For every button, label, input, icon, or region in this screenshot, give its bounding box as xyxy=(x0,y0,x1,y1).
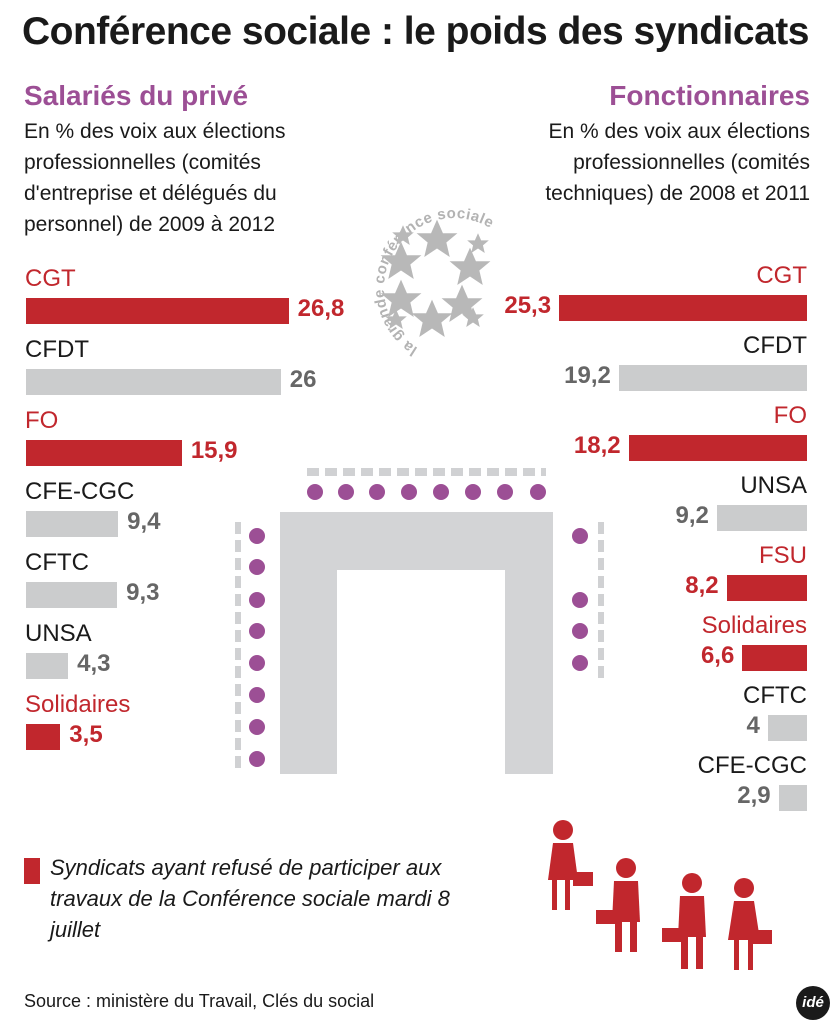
bar-value-cfdt: 26 xyxy=(289,366,317,393)
bar-unsa xyxy=(26,653,69,679)
conference-logo: la grande conférence sociale xyxy=(371,205,496,359)
bar-cgt xyxy=(26,298,289,324)
bar-label-cgt: CGT xyxy=(756,262,807,289)
bar-unsa xyxy=(716,505,807,531)
conference-table xyxy=(235,468,604,774)
page-title: Conférence sociale : le poids des syndic… xyxy=(22,10,809,53)
panel-title-private: Salariés du privé xyxy=(24,80,249,111)
bar-value-cgt: 25,3 xyxy=(504,292,552,319)
bar-label-unsa: UNSA xyxy=(25,620,92,647)
source-note: Source : ministère du Travail, Clés du s… xyxy=(24,991,375,1011)
bar-value-cfe-cgc: 2,9 xyxy=(737,782,771,809)
bar-value-cgt: 26,8 xyxy=(297,295,345,322)
bar-value-solidaires: 3,5 xyxy=(69,721,103,748)
panel-subtitle-public: En % des voix aux élections professionne… xyxy=(545,120,810,205)
bar-label-solidaires: Solidaires xyxy=(701,612,807,639)
bar-label-fo: FO xyxy=(773,402,807,429)
brand-logo: idé xyxy=(796,986,830,1020)
bar-label-cftc: CFTC xyxy=(25,549,89,576)
bar-label-unsa: UNSA xyxy=(740,472,807,499)
bar-label-cftc: CFTC xyxy=(743,682,807,709)
bar-fsu xyxy=(726,575,807,601)
bar-cgt xyxy=(559,295,807,321)
bar-cfdt xyxy=(618,365,807,391)
bar-value-cfdt: 19,2 xyxy=(564,362,611,389)
people-figures xyxy=(548,820,772,970)
bar-value-cftc: 4 xyxy=(746,712,760,739)
bar-value-cftc: 9,3 xyxy=(126,579,160,606)
bar-value-unsa: 4,3 xyxy=(77,650,111,677)
legend-text: Syndicats ayant refusé de participer aux… xyxy=(50,855,450,942)
bar-label-cfe-cgc: CFE-CGC xyxy=(25,478,135,505)
bar-cfdt xyxy=(26,369,281,395)
panel-subtitle-private: En % des voix aux élections professionne… xyxy=(24,120,286,236)
bar-fo xyxy=(26,440,182,466)
panel-title-public: Fonctionnaires xyxy=(609,80,810,111)
bar-value-solidaires: 6,6 xyxy=(700,642,735,669)
bar-label-cfdt: CFDT xyxy=(25,336,89,363)
bar-label-cgt: CGT xyxy=(25,265,76,292)
person-icon xyxy=(548,820,593,910)
bar-label-solidaires: Solidaires xyxy=(25,691,131,718)
bar-label-fo: FO xyxy=(25,407,59,434)
bar-cfe-cgc xyxy=(26,511,119,537)
bar-fo xyxy=(628,435,807,461)
person-icon xyxy=(596,858,640,952)
bar-label-cfdt: CFDT xyxy=(743,332,807,359)
bar-value-cfe-cgc: 9,4 xyxy=(127,508,161,535)
legend-swatch-refused xyxy=(24,858,40,884)
bar-cftc xyxy=(767,715,807,741)
bar-solidaires xyxy=(26,724,61,750)
bar-label-cfe-cgc: CFE-CGC xyxy=(697,752,807,779)
bar-value-unsa: 9,2 xyxy=(675,502,709,529)
bar-solidaires xyxy=(742,645,807,671)
bar-value-fsu: 8,2 xyxy=(685,572,719,599)
bar-value-fo: 15,9 xyxy=(190,437,238,464)
bar-value-fo: 18,2 xyxy=(573,432,621,459)
person-icon xyxy=(662,873,706,969)
bar-label-fsu: FSU xyxy=(759,542,807,569)
bar-cfe-cgc xyxy=(778,785,807,811)
person-icon xyxy=(728,878,772,970)
bar-cftc xyxy=(26,582,118,608)
